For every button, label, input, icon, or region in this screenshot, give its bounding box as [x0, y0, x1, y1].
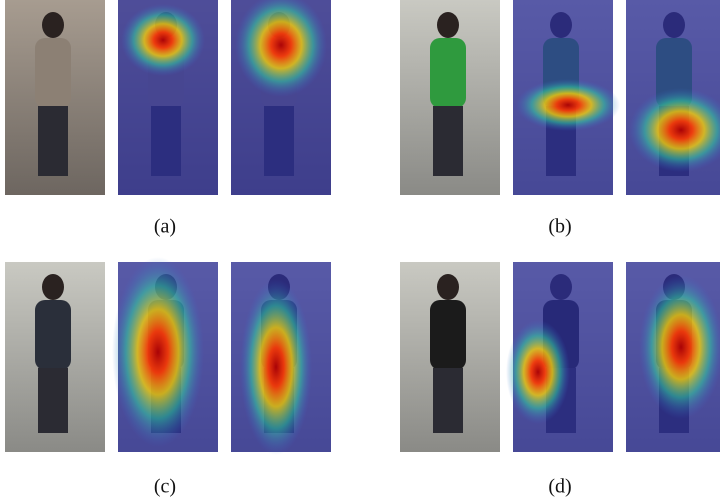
person-legs [38, 368, 68, 433]
panel-caption: (b) [548, 216, 571, 238]
image-panel [506, 262, 613, 452]
image-panel [626, 0, 720, 195]
image-panel [400, 262, 500, 452]
image-panel [626, 262, 720, 452]
heatmap-hotspot [516, 79, 620, 131]
panel-caption: (a) [154, 216, 176, 238]
figure: (a) (b) (c) (d) [0, 0, 720, 504]
person-body [35, 300, 71, 370]
image-panel [400, 0, 500, 195]
heatmap-hotspot [506, 320, 570, 424]
heatmap-hotspot [240, 279, 312, 455]
person-head [42, 12, 64, 38]
image-panel [513, 0, 620, 195]
heatmap-hotspot [112, 257, 204, 447]
person-body [430, 300, 466, 370]
heatmap-hotspot [121, 4, 205, 76]
panel-caption: (c) [154, 476, 176, 498]
image-panel [112, 257, 218, 452]
person-head [42, 274, 64, 300]
person-head [437, 12, 459, 38]
image-panel [231, 262, 331, 455]
person-body [430, 38, 466, 108]
image-panel [231, 0, 331, 195]
person-legs [433, 106, 463, 176]
image-panel [5, 262, 105, 452]
image-panel [118, 0, 218, 195]
person-body [35, 38, 71, 108]
panel-caption: (d) [548, 476, 571, 498]
page: {"panels": [{"label": "(a)"}, {"label": … [0, 0, 720, 504]
person-head [437, 274, 459, 300]
image-panel [5, 0, 105, 195]
person-legs [433, 368, 463, 433]
person-legs [38, 106, 68, 176]
heatmap-hotspot [639, 275, 720, 419]
